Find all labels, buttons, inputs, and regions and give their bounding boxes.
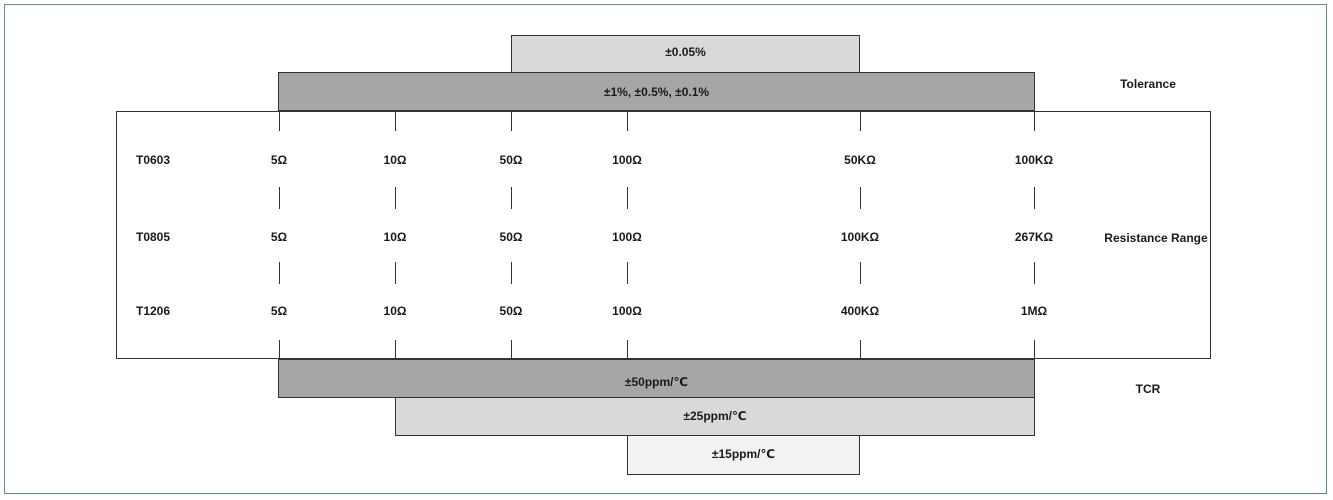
row-label-t0805: T0805	[136, 230, 171, 244]
row-label-t0603: T0603	[136, 153, 171, 167]
resistance-range-label: Resistance Range	[1104, 231, 1208, 245]
tick-line	[627, 187, 628, 209]
tcr-bar-25-label: ±25ppm/℃	[683, 408, 747, 423]
value-t0603-1: 5Ω	[270, 153, 288, 167]
row-label-t1206: T1206	[136, 304, 171, 318]
value-t1206-5: 400KΩ	[840, 304, 880, 318]
tick-line	[1034, 187, 1035, 209]
value-t0805-3: 50Ω	[499, 230, 523, 244]
resistance-range-box	[116, 111, 1211, 359]
value-t0805-4: 100Ω	[612, 230, 642, 244]
tick-line	[627, 111, 628, 131]
tick-line	[511, 340, 512, 359]
tick-line	[860, 340, 861, 359]
outer-frame	[4, 4, 1327, 494]
tick-line	[860, 111, 861, 131]
tick-line	[279, 187, 280, 209]
tick-line	[860, 187, 861, 209]
tick-line	[1034, 111, 1035, 131]
tick-line	[860, 262, 861, 284]
tick-line	[279, 340, 280, 359]
tick-line	[279, 111, 280, 131]
tick-line	[395, 187, 396, 209]
value-t1206-1: 5Ω	[270, 304, 288, 318]
value-t0805-1: 5Ω	[270, 230, 288, 244]
tick-line	[1034, 262, 1035, 284]
value-t0603-5: 50KΩ	[844, 153, 876, 167]
value-t0805-2: 10Ω	[383, 230, 407, 244]
tolerance-bar-005: ±0.05%	[511, 35, 860, 73]
tick-line	[511, 262, 512, 284]
tick-line	[627, 340, 628, 359]
tick-line	[1034, 340, 1035, 359]
tcr-bar-15-label: ±15ppm/℃	[711, 447, 776, 461]
value-t0603-2: 10Ω	[383, 153, 407, 167]
tick-line	[279, 262, 280, 284]
value-t1206-3: 50Ω	[499, 304, 523, 318]
value-t0805-5: 100KΩ	[840, 230, 880, 244]
tolerance-label: Tolerance	[1120, 77, 1176, 91]
value-t1206-6: 1MΩ	[1020, 304, 1048, 318]
tick-line	[395, 340, 396, 359]
value-t1206-2: 10Ω	[383, 304, 407, 318]
tolerance-bar-main: ±1%, ±0.5%, ±0.1%	[278, 72, 1035, 111]
value-t0805-6: 267KΩ	[1014, 230, 1054, 244]
tick-line	[511, 111, 512, 131]
tick-line	[395, 262, 396, 284]
tolerance-bar-main-label: ±1%, ±0.5%, ±0.1%	[603, 84, 710, 99]
value-t0603-6: 100KΩ	[1014, 153, 1054, 167]
tick-line	[511, 187, 512, 209]
tcr-label: TCR	[1135, 382, 1161, 396]
tcr-bar-50: ±50ppm/℃	[278, 359, 1035, 398]
tcr-bar-15: ±15ppm/℃	[627, 435, 860, 475]
tick-line	[395, 111, 396, 131]
value-t0603-3: 50Ω	[499, 153, 523, 167]
tcr-bar-25: ±25ppm/℃	[395, 397, 1035, 436]
tcr-bar-50-label: ±50ppm/℃	[624, 374, 689, 389]
value-t1206-4: 100Ω	[612, 304, 642, 318]
value-t0603-4: 100Ω	[612, 153, 642, 167]
tick-line	[627, 262, 628, 284]
tolerance-bar-005-label: ±0.05%	[665, 45, 706, 59]
